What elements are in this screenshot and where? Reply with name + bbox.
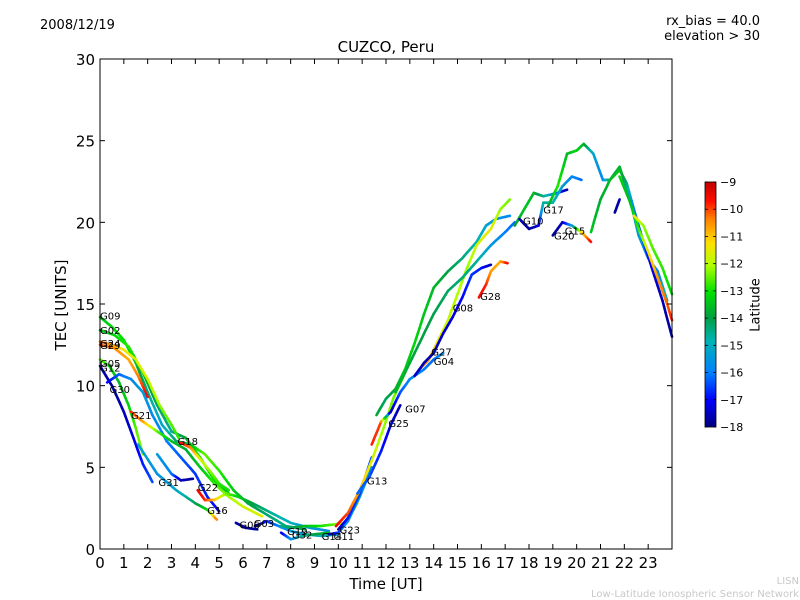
track-point: [399, 405, 401, 408]
x-tick-label: 6: [238, 554, 248, 572]
y-tick-label: 10: [76, 378, 95, 396]
colorbar-tick-label: −18: [720, 421, 743, 434]
x-tick-label: 0: [95, 554, 105, 572]
track-point: [259, 515, 262, 517]
colorbar-tick-label: −10: [720, 203, 743, 216]
x-tick-label: 4: [191, 554, 201, 572]
y-tick-label: 15: [76, 296, 95, 314]
prn-label-g12: G12: [100, 364, 120, 375]
prn-label-g09: G09: [100, 311, 120, 322]
prn-label-g15: G15: [565, 227, 585, 238]
x-tick-label: 3: [167, 554, 177, 572]
prn-label-g28: G28: [480, 292, 500, 303]
track-g23: [336, 373, 405, 526]
track-point: [227, 489, 229, 490]
y-tick-label: 20: [76, 214, 95, 232]
track-point: [489, 265, 491, 266]
colorbar: [705, 182, 716, 427]
prn-label-g17: G17: [543, 205, 563, 216]
x-tick-label: 14: [424, 554, 443, 572]
x-tick-label: 22: [615, 554, 634, 572]
y-tick-label: 25: [76, 133, 95, 151]
x-tick-label: 12: [376, 554, 395, 572]
x-tick-label: 9: [310, 554, 320, 572]
prn-label-g04: G04: [434, 357, 454, 368]
watermark-long: Low-Latitude Ionospheric Sensor Network: [591, 589, 799, 600]
track-point: [508, 200, 510, 202]
track-g34: [615, 200, 620, 213]
track-g31: [157, 454, 193, 480]
x-tick-label: 7: [262, 554, 272, 572]
track-point: [566, 190, 568, 191]
x-tick-label: 10: [329, 554, 348, 572]
prn-label-g23: G23: [340, 525, 360, 536]
x-tick-label: 23: [639, 554, 658, 572]
colorbar-tick-label: −16: [720, 367, 743, 380]
prn-label-g21: G21: [131, 411, 151, 422]
prn-label-g13: G13: [367, 476, 387, 487]
track-g27: [419, 200, 510, 370]
x-tick-label: 15: [448, 554, 467, 572]
x-axis: 0 1 2 3 4 5 6 7 8 9 10 11 12 13 14 15 16 17 18 19 20 21 22 23: [95, 59, 657, 572]
prn-label-g18: G18: [178, 437, 198, 448]
prn-label-g03: G03: [254, 519, 274, 530]
track-point: [580, 179, 582, 180]
x-tick-label: 16: [472, 554, 491, 572]
track-g01: [620, 177, 672, 321]
track-point: [151, 479, 153, 482]
track-point: [215, 518, 217, 520]
x-tick-label: 5: [214, 554, 224, 572]
colorbar-tick-label: −15: [720, 339, 743, 352]
y-axis-label: TEC [UNITS]: [52, 260, 70, 351]
colorbar-tick-label: −13: [720, 285, 743, 298]
x-tick-label: 21: [591, 554, 610, 572]
y-tick-label: 30: [76, 51, 95, 69]
colorbar-tick-label: −17: [720, 394, 743, 407]
x-tick-label: 8: [286, 554, 296, 572]
x-tick-label: 18: [519, 554, 538, 572]
colorbar-label: Latitude: [749, 278, 764, 332]
x-tick-label: 13: [400, 554, 419, 572]
prn-label-g25: G25: [388, 419, 408, 430]
colorbar-tick-label: −12: [720, 258, 743, 271]
track-point: [508, 216, 510, 217]
prn-label-g31: G31: [158, 478, 178, 489]
prn-label-g16: G16: [207, 506, 227, 517]
x-tick-label: 17: [496, 554, 515, 572]
x-tick-label: 2: [143, 554, 153, 572]
prn-label-g22: G22: [198, 483, 218, 494]
y-tick-label: 0: [85, 541, 95, 559]
x-tick-label: 11: [353, 554, 372, 572]
prn-label-g10: G10: [523, 217, 543, 228]
colorbar-tick-label: −9: [720, 176, 736, 189]
x-tick-label: 20: [567, 554, 586, 572]
track-g26: [591, 170, 672, 337]
watermark-short: LISN: [777, 576, 799, 587]
colorbar-tick-label: −14: [720, 312, 743, 325]
track-point: [146, 394, 148, 398]
prn-label-g07: G07: [405, 405, 425, 416]
prn-label-g30: G30: [110, 385, 130, 396]
colorbar-tick-label: −11: [720, 230, 743, 243]
prn-label-g29: G29: [100, 341, 120, 352]
y-tick-label: 5: [85, 459, 95, 477]
track-point: [619, 200, 620, 202]
prn-label-g08: G08: [453, 303, 473, 314]
prn-label-g32: G32: [292, 530, 312, 541]
x-tick-label: 1: [119, 554, 129, 572]
x-tick-label: 19: [543, 554, 562, 572]
prn-label-g02: G02: [100, 326, 120, 337]
track-point: [589, 240, 591, 242]
